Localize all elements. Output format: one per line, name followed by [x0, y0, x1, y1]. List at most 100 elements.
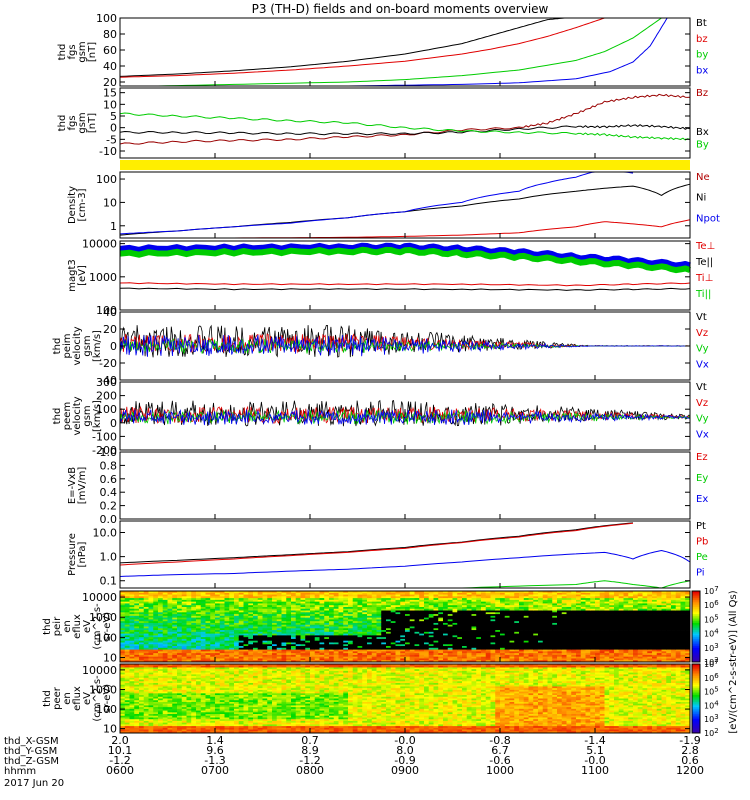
spectrogram-cell [343, 622, 349, 626]
spectrogram-cell [134, 615, 140, 619]
spectrogram-cell [172, 603, 178, 606]
spectrogram-cell [628, 642, 634, 645]
spectrogram-cell [576, 599, 582, 603]
spectrogram-cell [205, 619, 211, 622]
spectrogram-cell [680, 614, 686, 617]
spectrogram-cell [348, 615, 354, 619]
y-axis-label: gsm [82, 405, 93, 426]
spectrogram-cell [561, 605, 567, 608]
spectrogram-cell [495, 644, 501, 647]
spectrogram-cell [291, 594, 297, 597]
spectrogram-cell [134, 598, 140, 601]
spectrogram-cell [457, 624, 463, 627]
spectrogram-cell [224, 599, 230, 603]
spectrogram-cell [671, 633, 677, 636]
spectrogram-cell [376, 631, 382, 634]
spectrogram-cell [338, 619, 344, 622]
spectrogram-cell [129, 628, 135, 631]
spectrogram-cell [604, 601, 610, 604]
spectrogram-cell [281, 591, 287, 594]
spectrogram-cell [462, 594, 468, 597]
spectrogram-cell [675, 626, 681, 629]
spectrogram-cell [205, 635, 211, 638]
spectrogram-cell [490, 660, 496, 663]
spectrogram-cell [400, 591, 406, 594]
spectrogram-cell [386, 608, 392, 611]
spectrogram-cell [162, 608, 168, 611]
spectrogram-cell [286, 622, 292, 626]
spectrogram-cell [656, 591, 662, 594]
spectrogram-cell [614, 591, 620, 594]
spectrogram-cell [248, 633, 254, 636]
spectrogram-cell [447, 646, 453, 649]
spectrogram-cell [196, 628, 202, 631]
spectrogram-cell [172, 631, 178, 634]
spectrogram-cell [447, 621, 453, 624]
spectrogram-cell [386, 596, 392, 599]
spectrogram-cell [675, 605, 681, 608]
spectrogram-cell [571, 640, 577, 643]
spectrogram-cell [509, 654, 515, 658]
spectrogram-cell [276, 621, 282, 624]
spectrogram-cell [276, 647, 282, 650]
spectrogram-cell [647, 622, 653, 626]
spectrogram-cell [253, 598, 259, 601]
spectrogram-cell [234, 628, 240, 631]
spectrogram-cell [276, 599, 282, 603]
spectrogram-cell [533, 631, 539, 634]
spectrogram-cell [162, 603, 168, 606]
spectrogram-cell [215, 596, 221, 599]
spectrogram-cell [229, 598, 235, 601]
spectrogram-cell [352, 633, 358, 636]
spectrogram-cell [485, 612, 491, 615]
spectrogram-cell [599, 647, 605, 650]
spectrogram-cell [595, 631, 601, 634]
spectrogram-cell [343, 628, 349, 631]
spectrogram-cell [272, 626, 278, 629]
spectrogram-cell [523, 633, 529, 636]
spectrogram-cell [314, 622, 320, 626]
spectrogram-cell [229, 615, 235, 619]
spectrogram-cell [405, 612, 411, 615]
spectrogram-cell [205, 633, 211, 636]
spectrogram-cell [447, 642, 453, 645]
spectrogram-cell [352, 605, 358, 608]
spectrogram-cell [466, 651, 472, 654]
spectrogram-cell [196, 651, 202, 654]
spectrogram-cell [395, 605, 401, 608]
spectrogram-cell [671, 608, 677, 611]
spectrogram-cell [666, 656, 672, 659]
spectrogram-cell [599, 653, 605, 656]
spectrogram-cell [219, 633, 225, 636]
y-tick-label: 0.0 [100, 513, 118, 526]
spectrogram-cell [485, 614, 491, 617]
spectrogram-cell [319, 649, 325, 652]
spectrogram-cell [305, 649, 311, 652]
spectrogram-cell [348, 599, 354, 603]
spectrogram-cell [224, 619, 230, 622]
spectrogram-cell [310, 642, 316, 645]
spectrogram-cell [158, 617, 164, 620]
spectrogram-cell [172, 642, 178, 645]
spectrogram-cell [253, 658, 259, 661]
spectrogram-cell [324, 630, 330, 633]
spectrogram-cell [276, 596, 282, 599]
spectrogram-cell [590, 642, 596, 645]
spectrogram-cell [443, 633, 449, 636]
spectrogram-cell [295, 614, 301, 617]
spectrogram-cell [400, 592, 406, 595]
spectrogram-cell [590, 612, 596, 615]
spectrogram-cell [343, 653, 349, 656]
spectrogram-cell [243, 598, 249, 601]
spectrogram-cell [443, 651, 449, 654]
spectrogram-cell [419, 635, 425, 638]
spectrogram-cell [181, 628, 187, 631]
spectrogram-cell [466, 654, 472, 658]
spectrogram-cell [191, 628, 197, 631]
spectrogram-cell [390, 628, 396, 631]
spectrogram-cell [666, 612, 672, 615]
spectrogram-cell [390, 610, 396, 613]
spectrogram-cell [618, 615, 624, 619]
spectrogram-cell [200, 633, 206, 636]
spectrogram-cell [267, 642, 273, 645]
